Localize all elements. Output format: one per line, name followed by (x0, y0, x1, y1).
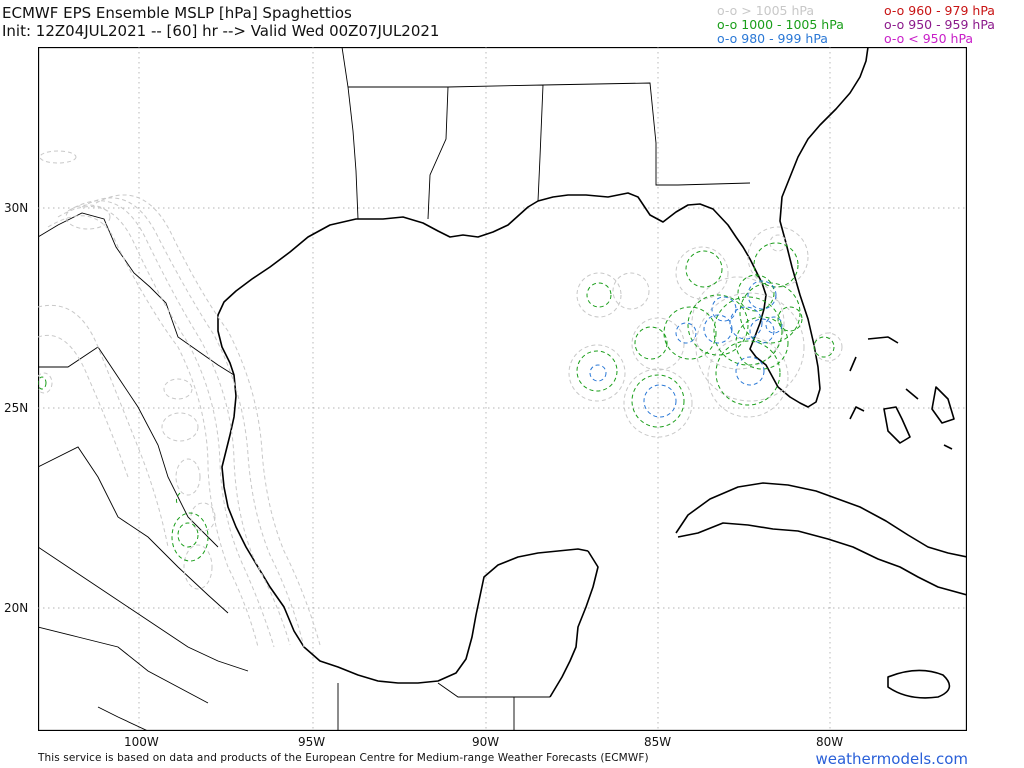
y-tick-30n: 30N (4, 201, 29, 215)
y-tick-20n: 20N (4, 601, 29, 615)
grey-contours-mexico (38, 150, 321, 648)
x-tick-80w: 80W (816, 735, 844, 749)
map-title: ECMWF EPS Ensemble MSLP [hPa] Spaghettio… (2, 4, 352, 22)
borders (38, 47, 751, 731)
x-tick-100w: 100W (124, 735, 159, 749)
ensemble-contours-florida (568, 226, 843, 438)
legend-1000-1005: o-o 1000 - 1005 hPa (717, 17, 844, 32)
legend-gt1005: o-o > 1005 hPa (717, 3, 815, 18)
legend-950-959: o-o 950 - 959 hPa (884, 17, 995, 32)
map-subtitle: Init: 12Z04JUL2021 -- [60] hr --> Valid … (2, 22, 440, 40)
map-canvas (38, 47, 967, 731)
green-contours-mexico (38, 376, 209, 562)
map-frame (38, 47, 967, 731)
y-tick-25n: 25N (4, 401, 29, 415)
legend-lt950: o-o < 950 hPa (884, 31, 974, 46)
data-source-notice: This service is based on data and produc… (38, 752, 649, 764)
legend-980-999: o-o 980 - 999 hPa (717, 31, 828, 46)
graticule (38, 47, 967, 731)
legend-960-979: o-o 960 - 979 hPa (884, 3, 995, 18)
x-tick-85w: 85W (644, 735, 672, 749)
x-tick-95w: 95W (298, 735, 326, 749)
brand-link[interactable]: weathermodels.com (815, 750, 968, 768)
x-tick-90w: 90W (472, 735, 500, 749)
